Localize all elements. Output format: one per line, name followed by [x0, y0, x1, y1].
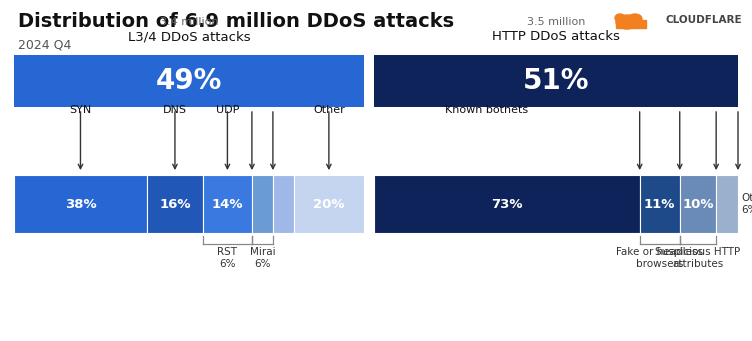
Text: SYN: SYN: [69, 105, 92, 115]
Text: RST
6%: RST 6%: [217, 247, 238, 269]
Text: 51%: 51%: [523, 67, 589, 95]
Text: Fake or headless
browsers: Fake or headless browsers: [616, 247, 703, 269]
Text: 38%: 38%: [65, 197, 96, 210]
Bar: [252, 175, 273, 233]
Text: 10%: 10%: [682, 197, 714, 210]
Ellipse shape: [628, 14, 642, 24]
Text: Suspicious HTTP
attributes: Suspicious HTTP attributes: [655, 247, 741, 269]
Bar: [273, 175, 294, 233]
Bar: [374, 55, 738, 107]
Text: CLOUDFLARE: CLOUDFLARE: [665, 15, 741, 25]
Bar: [14, 55, 364, 107]
Text: 73%: 73%: [491, 197, 523, 210]
Bar: [716, 175, 738, 233]
Bar: [680, 175, 716, 233]
Text: Mirai
6%: Mirai 6%: [250, 247, 275, 269]
Text: 16%: 16%: [159, 197, 191, 210]
Bar: [640, 175, 680, 233]
Text: 14%: 14%: [211, 197, 243, 210]
Text: Known botnets: Known botnets: [445, 105, 529, 115]
Bar: [374, 175, 640, 233]
Text: 11%: 11%: [644, 197, 675, 210]
Text: 49%: 49%: [156, 67, 222, 95]
Ellipse shape: [615, 14, 625, 22]
Text: L3/4 DDoS attacks: L3/4 DDoS attacks: [128, 30, 250, 43]
Text: 3.5 million: 3.5 million: [526, 17, 585, 27]
Bar: [294, 175, 364, 233]
Bar: [147, 175, 203, 233]
Text: UDP: UDP: [216, 105, 239, 115]
Bar: [203, 175, 252, 233]
Text: Other: Other: [313, 105, 344, 115]
Bar: [616, 20, 646, 28]
Text: Other
6%: Other 6%: [741, 193, 752, 215]
Text: Distribution of 6.9 million DDoS attacks: Distribution of 6.9 million DDoS attacks: [18, 12, 454, 31]
Text: 2024 Q4: 2024 Q4: [18, 38, 71, 51]
Text: DNS: DNS: [163, 105, 187, 115]
Text: HTTP DDoS attacks: HTTP DDoS attacks: [492, 30, 620, 43]
Ellipse shape: [616, 15, 638, 29]
Text: 3.4 million: 3.4 million: [159, 17, 218, 27]
Text: 20%: 20%: [313, 197, 344, 210]
Bar: [14, 175, 147, 233]
